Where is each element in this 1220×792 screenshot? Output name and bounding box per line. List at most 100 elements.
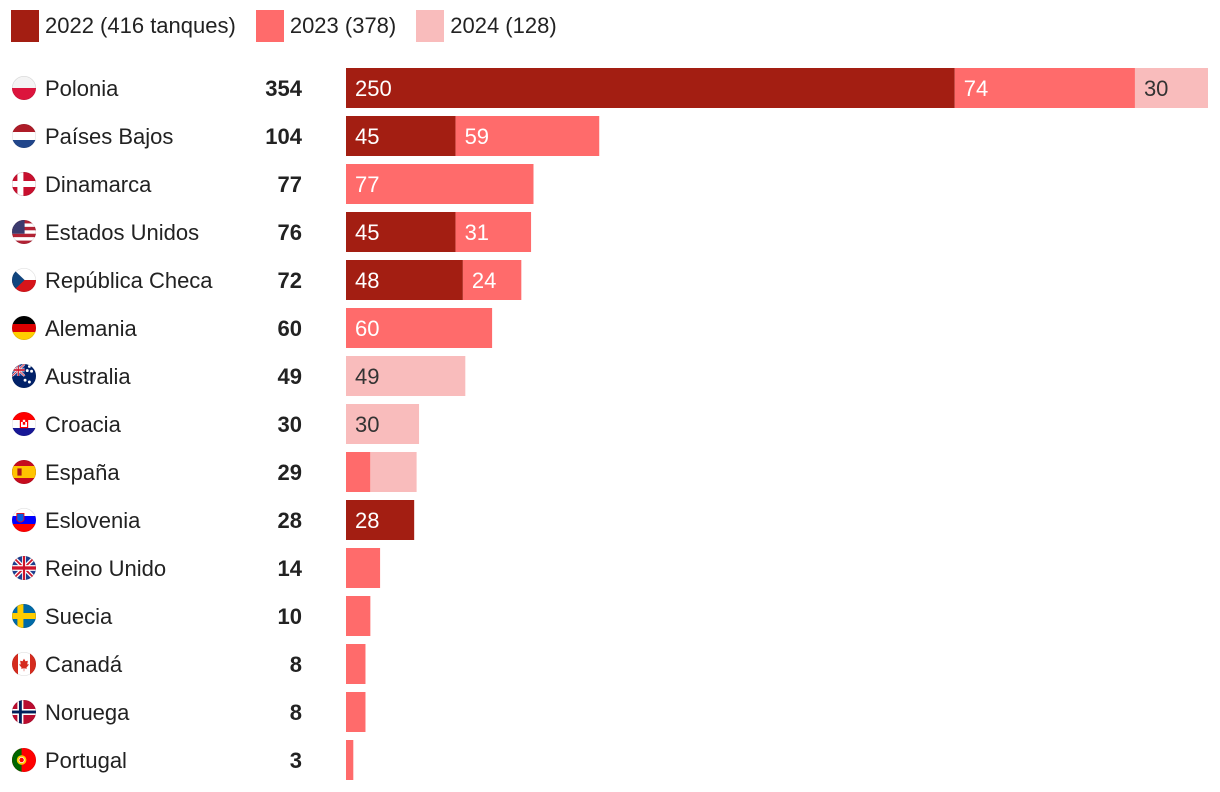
- value-label-eslovenia-2022: 28: [355, 508, 379, 533]
- value-label-australia-2024: 49: [355, 364, 379, 389]
- total-label-noruega: 8: [290, 700, 302, 725]
- bar-segment-estados-unidos-2023: [455, 212, 532, 252]
- country-label-eslovenia: Eslovenia: [45, 508, 141, 533]
- country-label-reino-unido: Reino Unido: [45, 556, 166, 581]
- bar-segment-dinamarca-2023: [346, 164, 534, 204]
- uk-flag-icon: [12, 556, 36, 580]
- bar-segment-polonia-2024: [1134, 68, 1208, 108]
- country-label-estados-unidos: Estados Unidos: [45, 220, 199, 245]
- total-label-dinamarca: 77: [278, 172, 302, 197]
- bar-segment-reino-unido-2023: [346, 548, 381, 588]
- legend-item-2023[interactable]: 2023 (378): [255, 10, 397, 42]
- legend-item-2024[interactable]: 2024 (128): [416, 10, 557, 42]
- legend-item-2022[interactable]: 2022 (416 tanques): [11, 10, 236, 42]
- bar-segment-espana-2023: [346, 452, 371, 492]
- bar-segment-canada-2023: [346, 644, 366, 684]
- bar-segment-alemania-2023: [346, 308, 493, 348]
- germany-flag-icon: [12, 316, 36, 340]
- legend-label-2024: 2024 (128): [450, 13, 557, 38]
- bar-segment-paises-bajos-2022: [346, 116, 456, 156]
- slovenia-flag-icon: [12, 508, 36, 532]
- netherlands-flag-icon: [12, 124, 36, 148]
- country-label-polonia: Polonia: [45, 76, 119, 101]
- croatia-flag-icon-outline: [12, 411, 36, 436]
- total-label-espana: 29: [278, 460, 302, 485]
- australia-flag-icon-outline: [12, 363, 36, 388]
- bar-segment-portugal-2023: [346, 740, 354, 780]
- country-label-paises-bajos: Países Bajos: [45, 124, 173, 149]
- country-label-croacia: Croacia: [45, 412, 122, 437]
- value-label-polonia-2023: 74: [964, 76, 988, 101]
- bar-segment-noruega-2023: [346, 692, 366, 732]
- bar-segment-estados-unidos-2022: [346, 212, 456, 252]
- uk-flag-icon-outline: [12, 555, 36, 580]
- poland-flag-icon: [12, 76, 36, 100]
- total-label-croacia: 30: [278, 412, 302, 437]
- bar-segment-paises-bajos-2023: [455, 116, 600, 156]
- value-label-polonia-2022: 250: [355, 76, 392, 101]
- bar-segment-republica-checa-2023: [462, 260, 522, 300]
- value-label-polonia-2024: 30: [1144, 76, 1168, 101]
- canada-flag-icon: [12, 652, 36, 676]
- legend-swatch-2023: [255, 10, 284, 42]
- norway-flag-icon-outline: [12, 699, 36, 724]
- bar-segment-republica-checa-2022: [346, 260, 463, 300]
- bar-segment-croacia-2024: [346, 404, 420, 444]
- legend-swatch-2024: [416, 10, 445, 42]
- usa-flag-icon-outline: [12, 220, 36, 245]
- total-label-canada: 8: [290, 652, 302, 677]
- value-label-estados-unidos-2022: 45: [355, 220, 379, 245]
- germany-flag-icon-outline: [12, 315, 36, 340]
- slovenia-flag-icon-outline: [12, 507, 36, 532]
- bar-segment-espana-2024: [370, 452, 417, 492]
- croatia-flag-icon: [12, 412, 36, 436]
- legend-swatch-2022: [11, 10, 39, 42]
- country-label-espana: España: [45, 460, 120, 485]
- chart-legend: 2022 (416 tanques) 2023 (378) 2024 (128): [11, 10, 577, 42]
- value-label-paises-bajos-2023: 59: [465, 124, 489, 149]
- country-label-noruega: Noruega: [45, 700, 130, 725]
- country-label-suecia: Suecia: [45, 604, 113, 629]
- country-label-alemania: Alemania: [45, 316, 137, 341]
- total-label-alemania: 60: [278, 316, 302, 341]
- bar-segment-polonia-2023: [954, 68, 1135, 108]
- value-label-estados-unidos-2023: 31: [465, 220, 489, 245]
- total-label-portugal: 3: [290, 748, 302, 773]
- spain-flag-icon-outline: [12, 459, 36, 484]
- legend-label-2023: 2023 (378): [289, 13, 397, 38]
- country-label-canada: Canadá: [45, 652, 123, 677]
- portugal-flag-icon-outline: [12, 747, 36, 772]
- czech-flag-icon-outline: [12, 267, 36, 292]
- value-label-croacia-2024: 30: [355, 412, 379, 437]
- value-label-alemania-2023: 60: [355, 316, 379, 341]
- value-label-republica-checa-2023: 24: [472, 268, 496, 293]
- total-label-polonia: 354: [265, 76, 302, 101]
- total-label-paises-bajos: 104: [265, 124, 302, 149]
- value-label-paises-bajos-2022: 45: [355, 124, 379, 149]
- value-label-dinamarca-2023: 77: [355, 172, 379, 197]
- value-label-republica-checa-2022: 48: [355, 268, 379, 293]
- bar-segment-eslovenia-2022: [346, 500, 415, 540]
- sweden-flag-icon: [12, 604, 36, 628]
- total-label-suecia: 10: [278, 604, 302, 629]
- bar-segment-suecia-2023: [346, 596, 371, 636]
- country-label-dinamarca: Dinamarca: [45, 172, 152, 197]
- netherlands-flag-icon-outline: [12, 124, 36, 149]
- poland-flag-icon-outline: [12, 76, 36, 101]
- total-label-australia: 49: [278, 364, 302, 389]
- country-label-portugal: Portugal: [45, 748, 127, 773]
- bar-segment-australia-2024: [346, 356, 466, 396]
- country-label-republica-checa: República Checa: [45, 268, 213, 293]
- country-label-australia: Australia: [45, 364, 131, 389]
- spain-flag-icon: [12, 460, 36, 484]
- legend-label-2022: 2022 (416 tanques): [45, 13, 236, 38]
- canada-flag-icon-outline: [12, 651, 36, 676]
- total-label-estados-unidos: 76: [278, 220, 302, 245]
- czech-flag-icon: [12, 268, 36, 292]
- norway-flag-icon: [12, 700, 36, 724]
- total-label-reino-unido: 14: [278, 556, 303, 581]
- denmark-flag-icon: [12, 172, 36, 196]
- denmark-flag-icon-outline: [12, 172, 36, 197]
- bar-segment-polonia-2022: [346, 68, 955, 108]
